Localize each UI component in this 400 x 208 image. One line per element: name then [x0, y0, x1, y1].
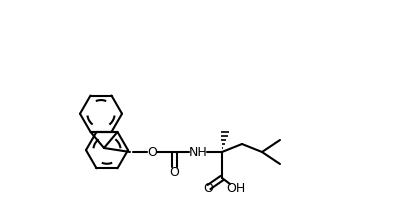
Text: O: O [147, 146, 157, 158]
Text: O: O [203, 182, 213, 194]
Text: NH: NH [189, 146, 207, 158]
Text: OH: OH [226, 182, 246, 194]
Text: O: O [169, 166, 179, 178]
